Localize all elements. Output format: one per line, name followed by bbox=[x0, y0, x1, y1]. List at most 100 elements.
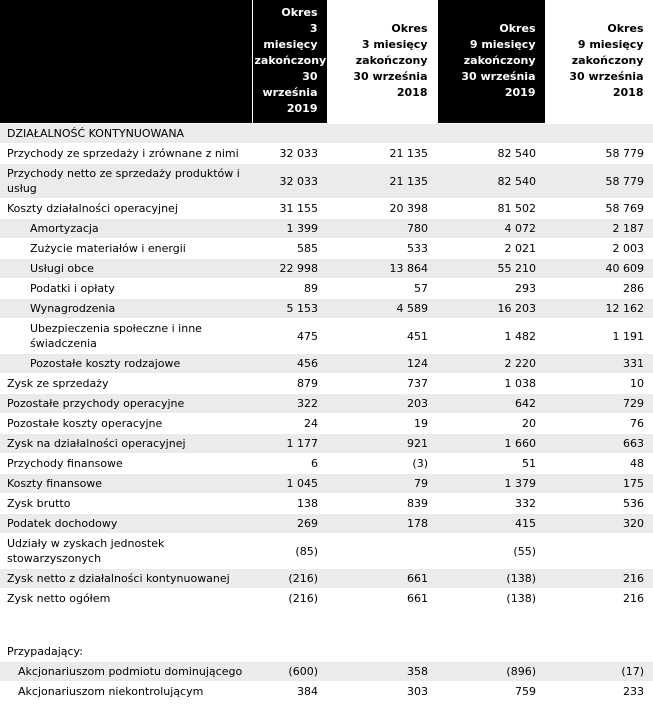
value-cell-q3-2019: 6 bbox=[252, 453, 327, 474]
value-cell-q3-2018: 57 bbox=[327, 278, 437, 299]
value-cell-9m-2019: 1 660 bbox=[437, 433, 545, 454]
value-cell-q3-2019 bbox=[252, 608, 327, 642]
table-row: Amortyzacja 1 399 780 4 072 2 187 bbox=[0, 218, 653, 239]
column-header-q3-2019: Okres 3 miesięcy zakończony 30 września … bbox=[252, 0, 328, 124]
value-cell-9m-2018: 286 bbox=[545, 278, 653, 299]
value-cell-9m-2018: 663 bbox=[545, 433, 653, 454]
row-label: Akcjonariuszom niekontrolującym bbox=[0, 681, 252, 702]
row-label: Usługi obce bbox=[0, 258, 252, 279]
value-cell-q3-2018: 79 bbox=[327, 473, 437, 494]
value-cell-q3-2018: 19 bbox=[327, 413, 437, 434]
value-cell-q3-2018: 124 bbox=[327, 353, 437, 374]
row-label: Podatek dochodowy bbox=[0, 513, 252, 534]
row-label: Zużycie materiałów i energii bbox=[0, 238, 252, 259]
table-row: Koszty finansowe 1 045 79 1 379 175 bbox=[0, 473, 653, 494]
value-cell-q3-2018: 21 135 bbox=[327, 143, 437, 164]
table-row: Zysk na działalności operacyjnej 1 177 921… bbox=[0, 433, 653, 454]
table-row: Ubezpieczenia społeczne i inne świadczen… bbox=[0, 318, 653, 354]
value-cell-9m-2019: 82 540 bbox=[437, 143, 545, 164]
row-label: Zysk netto z działalności kontynuowanej bbox=[0, 568, 252, 589]
value-cell-q3-2018: 4 589 bbox=[327, 298, 437, 319]
value-cell-q3-2019: 5 153 bbox=[252, 298, 327, 319]
value-cell-9m-2018: 1 191 bbox=[545, 318, 653, 354]
row-label: Pozostałe koszty operacyjne bbox=[0, 413, 252, 434]
column-header-9m-2019: Okres 9 miesięcy zakończony 30 września … bbox=[437, 0, 546, 124]
value-cell-9m-2019: 55 210 bbox=[437, 258, 545, 279]
value-cell-9m-2019: 1 482 bbox=[437, 318, 545, 354]
value-cell-q3-2018: 358 bbox=[327, 661, 437, 682]
value-cell-q3-2019: 384 bbox=[252, 681, 327, 702]
value-cell-9m-2019: 82 540 bbox=[437, 163, 545, 199]
table-row: Zysk brutto 138 839 332 536 bbox=[0, 493, 653, 514]
value-cell-q3-2019: 89 bbox=[252, 278, 327, 299]
value-cell-q3-2019: (216) bbox=[252, 588, 327, 609]
table-row: Przypadający: bbox=[0, 641, 653, 662]
value-cell-q3-2019: 475 bbox=[252, 318, 327, 354]
value-cell-9m-2018: 216 bbox=[545, 588, 653, 609]
value-cell-q3-2018: 13 864 bbox=[327, 258, 437, 279]
row-label: Koszty finansowe bbox=[0, 473, 252, 494]
row-label: Amortyzacja bbox=[0, 218, 252, 239]
value-cell-9m-2018 bbox=[545, 533, 653, 569]
value-cell-9m-2019 bbox=[437, 641, 545, 662]
value-cell-q3-2018: 20 398 bbox=[327, 198, 437, 219]
value-cell-9m-2019: (138) bbox=[437, 588, 545, 609]
value-cell-9m-2019: 16 203 bbox=[437, 298, 545, 319]
column-header-9m-2018: Okres 9 miesięcy zakończony 30 września … bbox=[545, 0, 653, 124]
value-cell-q3-2019: 138 bbox=[252, 493, 327, 514]
table-row: Pozostałe przychody operacyjne 322 203 642 7… bbox=[0, 393, 653, 414]
value-cell-9m-2019: (55) bbox=[437, 533, 545, 569]
value-cell-q3-2018: 839 bbox=[327, 493, 437, 514]
value-cell-9m-2018: 233 bbox=[545, 681, 653, 702]
value-cell-q3-2019 bbox=[252, 123, 327, 144]
spacer-row bbox=[0, 608, 653, 642]
value-cell-q3-2019: 1 399 bbox=[252, 218, 327, 239]
value-cell-q3-2018 bbox=[327, 123, 437, 144]
value-cell-9m-2018: (17) bbox=[545, 661, 653, 682]
value-cell-9m-2018: 2 003 bbox=[545, 238, 653, 259]
row-label: Przychody ze sprzedaży i zrównane z nimi bbox=[0, 143, 252, 164]
row-label: Zysk na działalności operacyjnej bbox=[0, 433, 252, 454]
value-cell-9m-2019: 2 021 bbox=[437, 238, 545, 259]
table-row: Usługi obce 22 998 13 864 55 210 40 609 bbox=[0, 258, 653, 279]
table-row: Pozostałe koszty operacyjne 24 19 20 76 bbox=[0, 413, 653, 434]
value-cell-9m-2019: 4 072 bbox=[437, 218, 545, 239]
value-cell-9m-2019: 2 220 bbox=[437, 353, 545, 374]
value-cell-q3-2019: 322 bbox=[252, 393, 327, 414]
value-cell-q3-2018: 21 135 bbox=[327, 163, 437, 199]
row-label: Ubezpieczenia społeczne i inne świadczen… bbox=[0, 318, 252, 354]
value-cell-q3-2019: 456 bbox=[252, 353, 327, 374]
value-cell-q3-2019: (85) bbox=[252, 533, 327, 569]
row-label bbox=[0, 608, 252, 642]
value-cell-q3-2018 bbox=[327, 533, 437, 569]
income-statement-table: Okres 3 miesięcy zakończony 30 września … bbox=[0, 0, 653, 702]
value-cell-9m-2018: 76 bbox=[545, 413, 653, 434]
row-label: Wynagrodzenia bbox=[0, 298, 252, 319]
table-row: Udziały w zyskach jednostek stowarzyszon… bbox=[0, 533, 653, 569]
value-cell-9m-2018: 58 769 bbox=[545, 198, 653, 219]
value-cell-9m-2018: 216 bbox=[545, 568, 653, 589]
value-cell-9m-2019: 81 502 bbox=[437, 198, 545, 219]
value-cell-9m-2019: 415 bbox=[437, 513, 545, 534]
table-row: Przychody ze sprzedaży i zrównane z nimi… bbox=[0, 143, 653, 164]
table-row: Zysk ze sprzedaży 879 737 1 038 10 bbox=[0, 373, 653, 394]
value-cell-q3-2019: 32 033 bbox=[252, 163, 327, 199]
value-cell-9m-2018 bbox=[545, 641, 653, 662]
value-cell-9m-2018: 175 bbox=[545, 473, 653, 494]
table-row: DZIAŁALNOŚĆ KONTYNUOWANA bbox=[0, 123, 653, 144]
row-label: Koszty działalności operacyjnej bbox=[0, 198, 252, 219]
value-cell-9m-2019 bbox=[437, 608, 545, 642]
value-cell-q3-2019: 1 177 bbox=[252, 433, 327, 454]
value-cell-q3-2019: 879 bbox=[252, 373, 327, 394]
value-cell-q3-2018: 737 bbox=[327, 373, 437, 394]
value-cell-q3-2018: 921 bbox=[327, 433, 437, 454]
row-label: Pozostałe koszty rodzajowe bbox=[0, 353, 252, 374]
value-cell-9m-2018: 48 bbox=[545, 453, 653, 474]
row-label: Zysk ze sprzedaży bbox=[0, 373, 252, 394]
value-cell-9m-2019: 642 bbox=[437, 393, 545, 414]
value-cell-q3-2018: (3) bbox=[327, 453, 437, 474]
value-cell-9m-2018 bbox=[545, 123, 653, 144]
value-cell-q3-2019 bbox=[252, 641, 327, 662]
row-label: Podatki i opłaty bbox=[0, 278, 252, 299]
header-corner-cell bbox=[0, 0, 253, 124]
